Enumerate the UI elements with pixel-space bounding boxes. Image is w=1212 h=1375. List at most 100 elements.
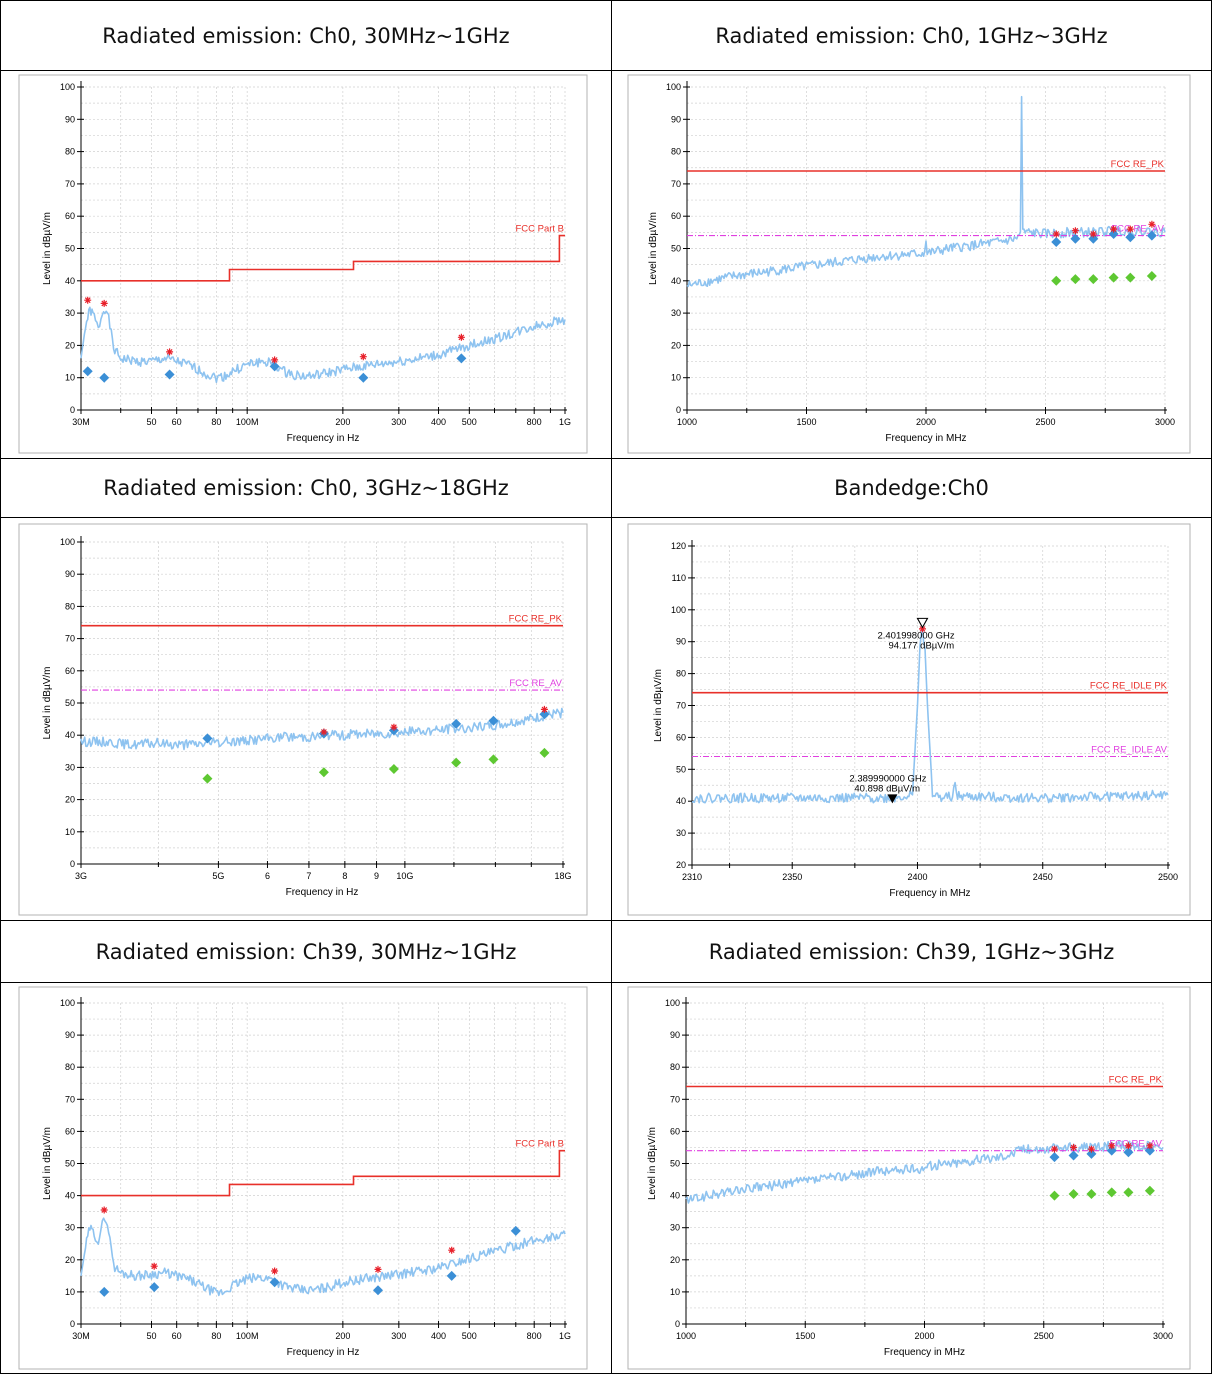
quasi-peak-marker <box>82 366 93 377</box>
quasi-peak-marker <box>451 718 462 729</box>
peak-marker <box>1126 225 1134 233</box>
x-tick-label: 50 <box>146 1331 156 1341</box>
y-tick-label: 70 <box>676 701 686 711</box>
y-tick-label: 100 <box>60 537 75 547</box>
marker-level-label: 94.177 dBµV/m <box>888 640 954 651</box>
y-tick-label: 20 <box>65 795 75 805</box>
y-tick-label: 50 <box>670 1159 680 1169</box>
peak-marker <box>540 705 548 713</box>
plot-frame <box>18 523 588 916</box>
x-tick-label: 10G <box>396 871 413 881</box>
quasi-peak-marker <box>1125 232 1136 243</box>
x-tick-label: 200 <box>335 1331 350 1341</box>
y-tick-label: 0 <box>676 405 681 415</box>
x-axis-title: Frequency in Hz <box>287 433 360 444</box>
y-tick-label: 70 <box>670 1094 680 1104</box>
y-tick-label: 90 <box>670 1030 680 1040</box>
average-marker <box>1144 1185 1155 1196</box>
y-tick-label: 20 <box>676 860 686 870</box>
quasi-peak-marker <box>269 361 280 372</box>
y-tick-label: 80 <box>676 669 686 679</box>
y-tick-label: 100 <box>60 82 75 92</box>
chart-title-ch0-3g-18g: Radiated emission: Ch0, 3GHz~18GHz <box>0 458 611 517</box>
x-tick-label: 500 <box>462 1331 477 1341</box>
y-tick-label: 100 <box>671 605 686 615</box>
x-tick-label: 2500 <box>1034 1331 1054 1341</box>
average-marker <box>202 773 213 784</box>
peak-marker <box>166 348 174 356</box>
peak-marker <box>84 296 92 304</box>
y-tick-label: 70 <box>65 179 75 189</box>
x-tick-label: 30M <box>72 417 90 427</box>
chart-ch0-30m-1g: 0 10 20 30 40 50 60 70 80 90 100 30M 50 60 80 100M 200 30… <box>18 74 588 454</box>
plot-cell-ch0-30m-1g: 0 10 20 30 40 50 60 70 80 90 100 30M 50 60 80 100M 200 30… <box>0 70 611 458</box>
quasi-peak-marker <box>1068 1150 1079 1161</box>
plot-row-1: 0 10 20 30 40 50 60 70 80 90 100 30M 50 60 80 100M 200 30… <box>0 70 1212 458</box>
y-tick-label: 40 <box>676 796 686 806</box>
chart-title-bandedge-ch0: Bandedge:Ch0 <box>611 458 1212 517</box>
x-tick-label: 2310 <box>682 872 702 882</box>
quasi-peak-marker <box>456 353 467 364</box>
spectrum-trace <box>691 627 1169 804</box>
plot-row-3: 0 10 20 30 40 50 60 70 80 90 100 30M 50 60 80 100M 200 30… <box>0 982 1212 1374</box>
marker-triangle <box>887 794 898 804</box>
peak-marker <box>1070 1143 1078 1151</box>
peak-marker <box>1087 1145 1095 1153</box>
y-tick-label: 20 <box>65 340 75 350</box>
average-marker <box>488 754 499 765</box>
y-tick-label: 60 <box>671 211 681 221</box>
plot-frame <box>627 986 1191 1370</box>
y-tick-label: 30 <box>65 308 75 318</box>
x-tick-label: 3000 <box>1153 1331 1173 1341</box>
spectrum-trace <box>686 95 1166 288</box>
average-marker <box>1049 1190 1060 1201</box>
plot-frame <box>627 74 1191 454</box>
peak-marker <box>150 1262 158 1270</box>
y-tick-label: 0 <box>70 405 75 415</box>
y-tick-label: 10 <box>671 373 681 383</box>
plot-cell-ch0-1g-3g: 0 10 20 30 40 50 60 70 80 90 100 1000 1500 2000 2500 30… <box>611 70 1212 458</box>
peak-marker <box>271 356 279 364</box>
title-row-1: Radiated emission: Ch0, 30MHz~1GHz Radia… <box>0 0 1212 70</box>
limit-label: FCC Part B <box>515 1139 564 1150</box>
limit-label: FCC RE_PK <box>509 614 563 625</box>
x-tick-label: 1G <box>559 1331 571 1341</box>
y-axis-title: Level in dBµV/m <box>42 1127 53 1200</box>
peak-marker <box>100 299 108 307</box>
y-tick-label: 40 <box>65 276 75 286</box>
plot-cell-ch39-1g-3g: 0 10 20 30 40 50 60 70 80 90 100 1000 1500 2000 2500 30… <box>611 982 1212 1374</box>
title-row-2: Radiated emission: Ch0, 3GHz~18GHz Bande… <box>0 458 1212 517</box>
y-tick-label: 30 <box>676 828 686 838</box>
quasi-peak-marker <box>149 1282 160 1293</box>
y-tick-label: 90 <box>676 637 686 647</box>
x-tick-label: 80 <box>211 1331 221 1341</box>
y-tick-label: 30 <box>65 762 75 772</box>
y-tick-label: 40 <box>670 1191 680 1201</box>
y-tick-label: 10 <box>65 1287 75 1297</box>
average-marker <box>1123 1187 1134 1198</box>
chart-ch39-1g-3g: 0 10 20 30 40 50 60 70 80 90 100 1000 1500 2000 2500 30… <box>627 986 1191 1370</box>
spectrum-trace <box>80 1217 566 1297</box>
y-tick-label: 40 <box>65 1191 75 1201</box>
y-tick-label: 90 <box>671 114 681 124</box>
limit-label: FCC RE_AV <box>509 678 562 689</box>
quasi-peak-marker <box>164 369 175 380</box>
y-tick-label: 60 <box>676 732 686 742</box>
y-tick-label: 30 <box>670 1223 680 1233</box>
y-tick-label: 50 <box>65 244 75 254</box>
average-marker <box>1070 274 1081 285</box>
y-tick-label: 60 <box>670 1126 680 1136</box>
y-tick-label: 120 <box>671 541 686 551</box>
x-tick-label: 1G <box>559 417 571 427</box>
x-axis-title: Frequency in Hz <box>287 1347 360 1358</box>
chart-title-ch0-30m-1g: Radiated emission: Ch0, 30MHz~1GHz <box>0 0 611 70</box>
y-tick-label: 40 <box>671 276 681 286</box>
average-marker <box>318 767 329 778</box>
y-tick-label: 60 <box>65 666 75 676</box>
quasi-peak-marker <box>1123 1147 1134 1158</box>
y-tick-label: 30 <box>671 308 681 318</box>
average-marker <box>1068 1188 1079 1199</box>
y-axis-title: Level in dBµV/m <box>42 666 53 739</box>
x-tick-label: 2000 <box>914 1331 934 1341</box>
y-axis-title: Level in dBµV/m <box>648 212 659 285</box>
